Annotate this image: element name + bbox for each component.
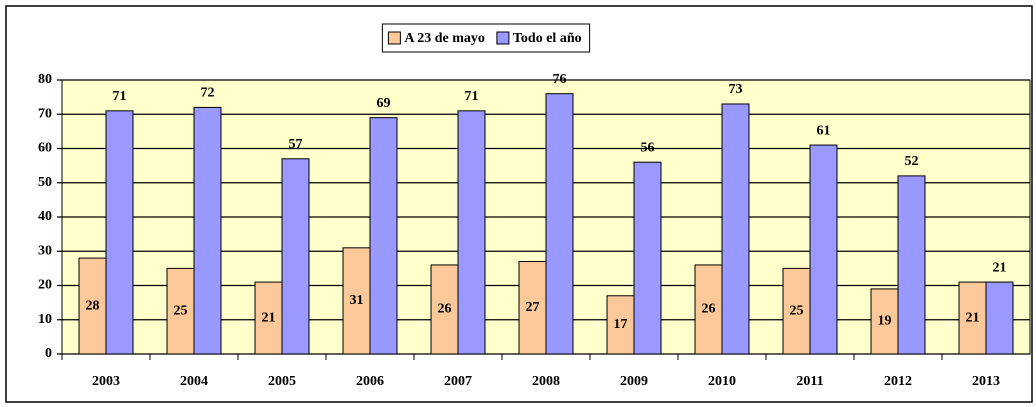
data-label: 25 <box>790 303 804 318</box>
bar <box>254 281 283 355</box>
data-label: 26 <box>702 302 716 317</box>
bar <box>958 281 987 355</box>
y-tick-label: 70 <box>38 106 52 121</box>
data-label: 26 <box>438 302 452 317</box>
bar <box>518 261 547 355</box>
data-label: 28 <box>86 298 100 313</box>
legend-swatch <box>387 31 401 45</box>
x-tick-label: 2012 <box>884 374 912 389</box>
bar <box>606 295 635 355</box>
x-tick-label: 2009 <box>620 374 648 389</box>
bar <box>430 264 459 355</box>
legend-swatch <box>496 31 510 45</box>
bar <box>369 117 398 355</box>
data-label: 27 <box>526 300 540 315</box>
y-tick-label: 60 <box>38 141 52 156</box>
data-label: 56 <box>641 140 655 155</box>
y-tick-label: 30 <box>38 243 52 258</box>
data-label: 31 <box>350 293 364 308</box>
x-tick-label: 2005 <box>268 374 296 389</box>
data-label: 72 <box>201 86 215 101</box>
legend-label: A 23 de mayo <box>404 31 485 46</box>
bar <box>694 264 723 355</box>
data-label: 69 <box>377 96 391 111</box>
bar <box>342 247 371 355</box>
y-tick-label: 20 <box>38 278 52 293</box>
data-label: 21 <box>966 310 980 325</box>
bar <box>105 110 134 355</box>
legend-box <box>381 23 591 53</box>
x-tick-label: 2007 <box>444 374 472 389</box>
legend-label: Todo el año <box>513 31 582 46</box>
y-tick-label: 0 <box>45 346 52 361</box>
bar <box>457 110 486 355</box>
bar <box>633 161 662 355</box>
bar <box>78 257 107 355</box>
data-label: 71 <box>113 89 127 104</box>
x-tick-label: 2010 <box>708 374 736 389</box>
x-tick-label: 2003 <box>92 374 120 389</box>
data-label: 17 <box>614 317 628 332</box>
data-label: 71 <box>465 89 479 104</box>
data-label: 21 <box>993 260 1007 275</box>
data-label: 61 <box>817 123 831 138</box>
data-label: 19 <box>878 314 892 329</box>
bar <box>809 144 838 355</box>
y-tick-label: 80 <box>38 72 52 87</box>
y-tick-label: 40 <box>38 209 52 224</box>
data-label: 52 <box>905 154 919 169</box>
x-tick-label: 2008 <box>532 374 560 389</box>
x-tick-label: 2006 <box>356 374 384 389</box>
bar <box>897 175 926 355</box>
bar <box>985 281 1014 355</box>
data-label: 25 <box>174 303 188 318</box>
bar <box>545 93 574 355</box>
x-tick-label: 2013 <box>972 374 1000 389</box>
bar <box>721 103 750 355</box>
x-tick-label: 2004 <box>180 374 208 389</box>
bar <box>193 106 222 355</box>
y-tick-label: 10 <box>38 312 52 327</box>
x-tick-label: 2011 <box>796 374 823 389</box>
data-label: 76 <box>553 72 567 87</box>
data-label: 73 <box>729 82 743 97</box>
bar <box>166 267 195 355</box>
data-label: 57 <box>289 137 303 152</box>
bar <box>281 158 310 355</box>
y-tick-label: 50 <box>38 175 52 190</box>
data-label: 21 <box>262 310 276 325</box>
